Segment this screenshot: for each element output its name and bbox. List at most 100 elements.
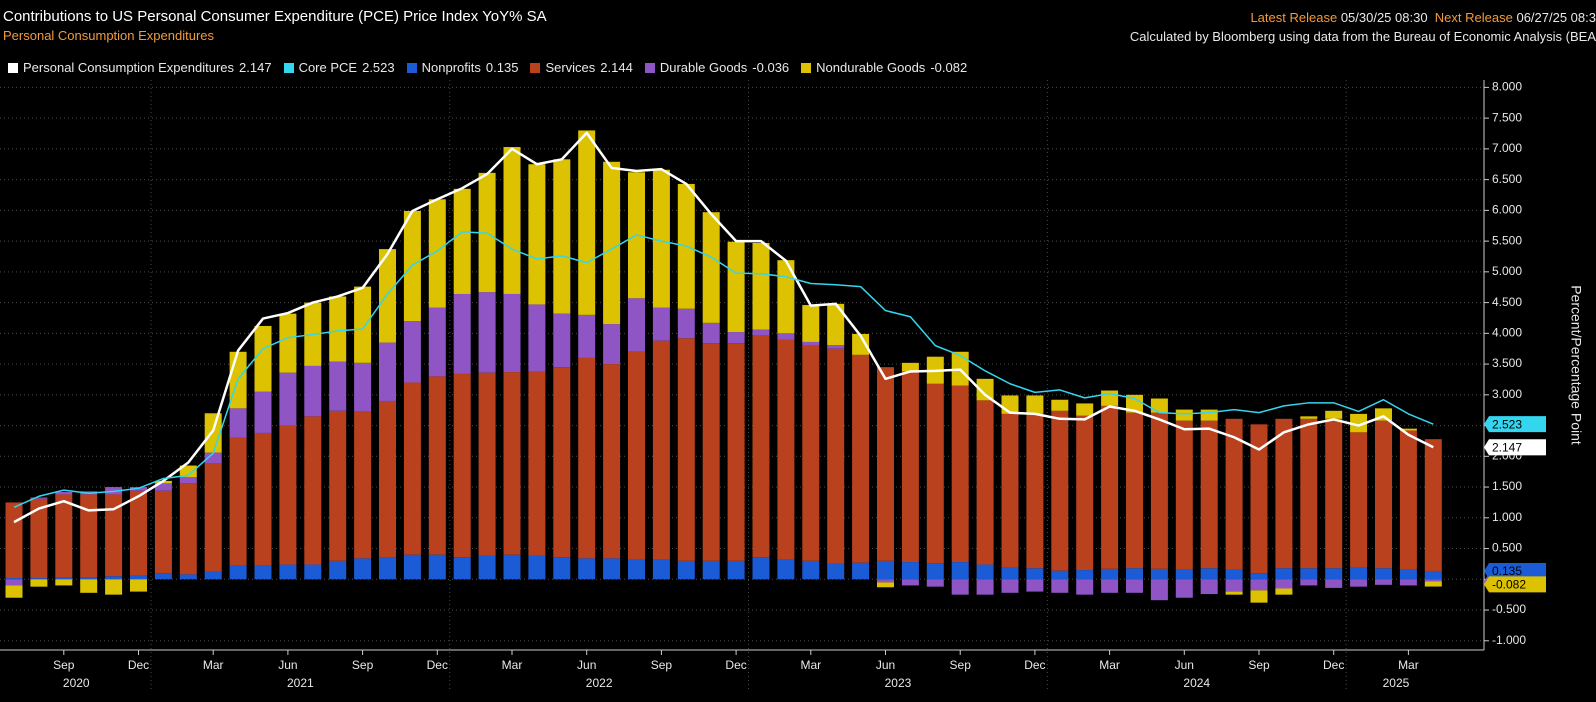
bar-segment: [1225, 579, 1243, 592]
bar-segment: [1325, 418, 1343, 569]
value-badge-label: 2.147: [1492, 440, 1522, 454]
bar-segment: [80, 577, 98, 580]
x-year-label: 2025: [1383, 676, 1410, 690]
bar-segment: [926, 579, 944, 587]
bar-segment: [926, 383, 944, 564]
bar-segment: [1026, 413, 1044, 569]
bar-segment: [1051, 410, 1069, 571]
bar-segment: [1350, 413, 1368, 433]
bar-segment: [976, 564, 994, 580]
bar-segment: [105, 494, 123, 577]
bar-segment: [503, 147, 521, 294]
bar-segment: [428, 554, 446, 580]
bar-segment: [453, 557, 471, 580]
x-tick-label: Dec: [1323, 658, 1344, 672]
bar-segment: [105, 576, 123, 580]
bar-segment: [677, 338, 695, 561]
bar-segment: [702, 560, 720, 580]
bar-segment: [877, 582, 894, 588]
legend-label: Services: [545, 60, 596, 75]
bar-segment: [453, 373, 471, 558]
bar-segment: [1424, 570, 1442, 580]
x-tick-label: Jun: [1175, 658, 1194, 672]
bar-segment: [179, 574, 197, 580]
y-tick-label: 6.500: [1492, 172, 1522, 186]
bar-segment: [652, 169, 670, 308]
bar-segment: [827, 345, 845, 349]
x-tick-label: Dec: [427, 658, 448, 672]
bar-segment: [229, 408, 247, 438]
y-tick-label: 6.000: [1492, 203, 1522, 217]
legend-value: -0.082: [930, 60, 968, 75]
latest-release-label: Latest Release: [1250, 10, 1338, 25]
legend-swatch: [801, 62, 812, 73]
legend-swatch: [406, 62, 417, 73]
bar-segment: [130, 490, 147, 576]
bar-segment: [5, 502, 23, 579]
legend-value: -0.036: [752, 60, 790, 75]
bar-segment: [1300, 568, 1318, 580]
bar-segment: [30, 579, 48, 587]
bar-segment: [528, 304, 546, 372]
x-year-label: 2024: [1183, 676, 1210, 690]
bar-segment: [1150, 579, 1168, 601]
bar-segment: [603, 364, 621, 559]
bar-segment: [1300, 579, 1318, 586]
bar-segment: [752, 557, 770, 580]
bar-segment: [752, 242, 770, 330]
bar-segment: [304, 564, 322, 580]
bar-segment: [1424, 439, 1442, 571]
bar-segment: [1250, 590, 1268, 603]
bar-segment: [354, 286, 372, 363]
bar-segment: [428, 199, 446, 308]
y-tick-label: -1.000: [1492, 633, 1526, 647]
legend-value: 0.135: [485, 60, 519, 75]
bar-segment: [1325, 410, 1343, 419]
bar-segment: [5, 579, 23, 586]
y-tick-label: 4.000: [1492, 326, 1522, 340]
bar-segment: [1325, 579, 1343, 588]
x-tick-label: Dec: [725, 658, 746, 672]
value-badge: [1484, 562, 1546, 579]
chart-title: Contributions to US Personal Consumer Ex…: [3, 8, 547, 25]
x-tick-label: Sep: [950, 658, 972, 672]
bar-segment: [1399, 430, 1417, 570]
bar-segment: [852, 354, 870, 563]
x-tick-label: Sep: [651, 658, 673, 672]
bar-segment: [1225, 569, 1243, 580]
bar-segment: [578, 558, 596, 580]
bar-segment: [901, 371, 919, 563]
legend-label: Nondurable Goods: [816, 60, 926, 75]
bar-segment: [1250, 579, 1268, 591]
legend-entry: Services 2.144: [530, 60, 633, 75]
bar-segment: [1101, 390, 1119, 406]
bar-segment: [603, 324, 621, 365]
bar-segment: [204, 571, 222, 580]
legend-entry: Nondurable Goods -0.082: [801, 60, 967, 75]
bar-segment: [130, 575, 147, 580]
bar-segment: [403, 382, 421, 555]
bar-segment: [130, 579, 147, 592]
bar-segment: [877, 579, 894, 583]
x-tick-label: Jun: [577, 658, 596, 672]
bar-segment: [1275, 568, 1293, 580]
y-tick-label: 4.500: [1492, 295, 1522, 309]
source-note: Calculated by Bloomberg using data from …: [1129, 29, 1596, 44]
bar-segment: [603, 558, 621, 580]
bar-segment: [802, 305, 820, 342]
bar-segment: [304, 365, 322, 417]
bar-segment: [777, 559, 795, 580]
bar-segment: [279, 564, 297, 580]
bar-segment: [1250, 573, 1268, 580]
bar-segment: [1101, 579, 1119, 593]
bar-segment: [628, 351, 645, 559]
x-tick-label: Dec: [1024, 658, 1045, 672]
bar-segment: [652, 340, 670, 560]
bar-segment: [1175, 420, 1193, 570]
latest-release: 05/30/25 08:30: [1340, 10, 1428, 25]
bar-segment: [827, 563, 845, 580]
y-axis-label: Percent/Percentage Point: [1568, 285, 1584, 445]
bar-segment: [1300, 416, 1318, 419]
next-release-label: Next Release: [1434, 10, 1513, 25]
bar-segment: [1126, 394, 1143, 413]
